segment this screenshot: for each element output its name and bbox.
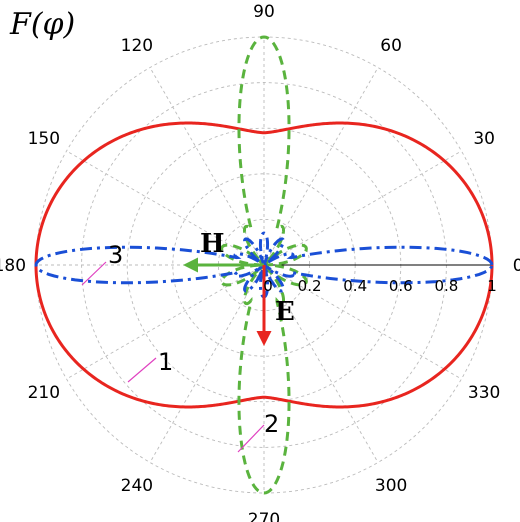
grid-spoke — [149, 264, 265, 463]
grid-spoke — [263, 150, 462, 266]
leader-line-2 — [237, 424, 265, 453]
radial-tick-label: 0.6 — [389, 277, 413, 295]
radial-tick-label: 0 — [263, 277, 273, 295]
angle-tick-label: 150 — [28, 129, 60, 149]
angle-tick-label: 30 — [473, 129, 495, 149]
angle-tick-label: 0 — [513, 256, 520, 276]
angle-tick-label: 270 — [248, 510, 280, 522]
angle-tick-label: 210 — [28, 383, 60, 403]
grid-spoke — [66, 264, 265, 380]
angle-tick-label: 240 — [121, 476, 153, 496]
curve-label-3: 3 — [108, 241, 123, 269]
angle-tick-label: 300 — [375, 476, 407, 496]
chart-title: F(φ) — [9, 7, 75, 42]
radial-tick-label: 0.8 — [434, 277, 458, 295]
grid-spoke — [263, 67, 379, 266]
radial-tick-label: 0.4 — [343, 277, 367, 295]
radial-tick-label: 0.2 — [298, 277, 322, 295]
curve-label-1: 1 — [158, 348, 173, 376]
radial-tick-label: 1 — [487, 277, 497, 295]
leader-line-1 — [127, 357, 157, 383]
grid-spoke — [66, 150, 265, 266]
series-3-curve — [34, 231, 494, 299]
field-arrows — [183, 257, 272, 346]
angle-tick-label: 180 — [0, 256, 26, 276]
curve-label-2: 2 — [264, 410, 279, 438]
field-label-h: H — [200, 229, 225, 259]
field-label-e: E — [275, 297, 295, 327]
angle-tick-label: 90 — [253, 2, 275, 22]
angle-tick-label: 120 — [121, 36, 153, 56]
angle-tick-label: 330 — [468, 383, 500, 403]
leader-line-3 — [81, 261, 107, 286]
angle-tick-label: 60 — [380, 36, 402, 56]
